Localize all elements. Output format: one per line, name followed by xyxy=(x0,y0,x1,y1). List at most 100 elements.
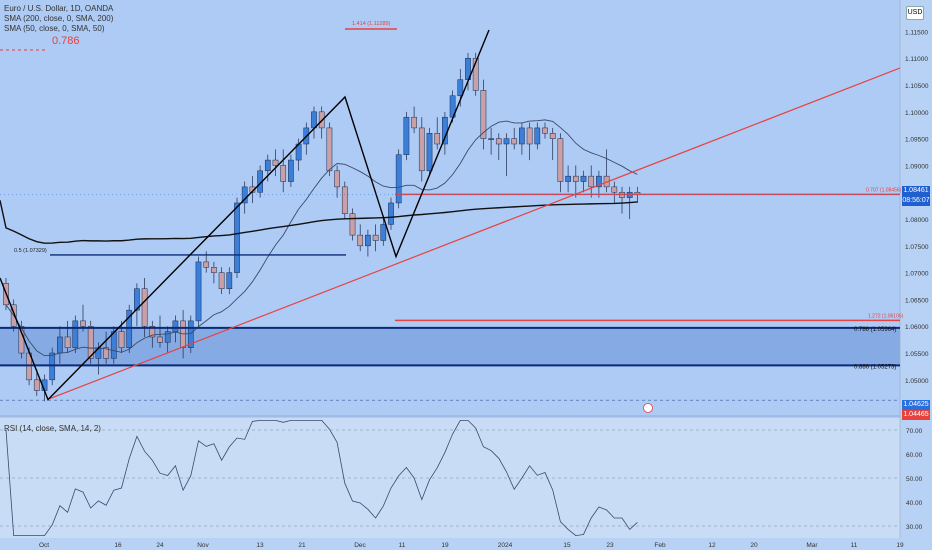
candle-body xyxy=(203,261,210,268)
candle-body xyxy=(311,111,317,129)
rsi-tick-label: 60.00 xyxy=(906,452,923,459)
candle-body xyxy=(280,165,287,182)
last-price-tag: 1.08461 xyxy=(902,186,930,196)
candle-body xyxy=(164,331,171,343)
candle-body xyxy=(526,127,533,145)
price-tick-label: 1.11000 xyxy=(905,56,928,63)
legend-fib-value: 0.786 xyxy=(52,35,80,47)
chart-legend: Euro / U.S. Dollar, 1D, OANDA SMA (200, … xyxy=(4,4,114,47)
candle-body xyxy=(195,261,202,322)
candle-body xyxy=(542,127,548,134)
candle-body xyxy=(126,309,133,348)
legend-sma50: SMA (50, close, 0, SMA, 50) xyxy=(4,24,105,33)
candle-body xyxy=(118,331,125,348)
time-axis-strip xyxy=(0,538,932,550)
x-tick-label: 23 xyxy=(606,542,614,549)
candle-body xyxy=(33,379,40,391)
candle-body xyxy=(187,320,194,348)
candle-body xyxy=(218,272,225,289)
x-tick-label: 11 xyxy=(851,542,858,549)
candle-body xyxy=(64,336,71,348)
candle-body xyxy=(472,57,479,91)
candle-body xyxy=(572,175,579,182)
rsi-tick-label: 50.00 xyxy=(906,476,923,483)
rsi-tick-label: 70.00 xyxy=(906,428,923,435)
candle-body xyxy=(596,175,602,188)
price-tick-label: 1.11500 xyxy=(905,29,928,36)
candle-body xyxy=(341,186,348,214)
candle-body xyxy=(226,272,233,289)
candle-body xyxy=(272,159,279,166)
legend-symbol: Euro / U.S. Dollar, 1D, OANDA xyxy=(4,4,114,13)
candle-body xyxy=(418,127,425,172)
x-tick-label: 13 xyxy=(256,542,264,549)
x-tick-label: 20 xyxy=(750,542,758,549)
price-axis-strip xyxy=(900,0,932,550)
fib-label-low: 1.272 (1.06106) xyxy=(868,313,904,319)
candle-body xyxy=(534,127,541,145)
candle-body xyxy=(264,159,271,172)
candle-body xyxy=(49,352,56,381)
x-tick-label: 11 xyxy=(399,542,406,549)
price-tick-label: 1.09500 xyxy=(905,137,929,144)
price-tick-label: 1.10000 xyxy=(905,110,929,117)
sma200-line xyxy=(0,200,638,244)
candle-body xyxy=(110,331,117,359)
event-flash-icon xyxy=(643,403,653,413)
candle-body xyxy=(80,320,86,327)
x-tick-label: 16 xyxy=(114,542,122,549)
x-tick-label: Mar xyxy=(806,542,818,549)
candle-body xyxy=(72,320,79,348)
legend-sma200: SMA (200, close, 0, SMA, 200) xyxy=(4,14,114,23)
candle-body xyxy=(495,138,502,145)
candle-body xyxy=(457,79,464,97)
fib-label-top: 1.414 (1.11289) xyxy=(352,21,391,27)
price-tick-label: 1.08000 xyxy=(905,217,929,224)
candle-body xyxy=(580,175,587,182)
candle-body xyxy=(611,186,618,193)
candle-body xyxy=(380,224,387,241)
price-tick-label: 1.05000 xyxy=(905,378,929,385)
x-tick-label: Dec xyxy=(354,542,366,549)
rsi-tick-label: 40.00 xyxy=(906,500,923,507)
rsi-tick-label: 30.00 xyxy=(906,524,923,531)
candle-body xyxy=(57,336,63,354)
price-tick-label: 1.09000 xyxy=(905,163,929,170)
zone-label-top: 0.786 (1.05964) xyxy=(854,327,896,333)
x-tick-label: 19 xyxy=(441,542,449,549)
candle-body xyxy=(442,116,448,145)
candle-body xyxy=(395,154,402,204)
level1-tag: 1.04625 xyxy=(902,400,930,410)
price-tick-label: 1.10500 xyxy=(905,83,929,90)
candle-body xyxy=(172,320,179,332)
candle-body xyxy=(288,159,294,182)
candle-body xyxy=(557,138,564,182)
candle-body xyxy=(388,202,394,225)
currency-button[interactable]: USD xyxy=(906,6,924,20)
candle-body xyxy=(565,175,571,182)
price-tick-label: 1.07500 xyxy=(905,244,929,251)
level2-tag: 1.04465 xyxy=(902,410,930,420)
price-tick-label: 1.06000 xyxy=(905,324,929,331)
fib-label-mid: 0.5 (1.07329) xyxy=(14,248,47,254)
x-tick-label: Feb xyxy=(654,542,666,549)
candle-body xyxy=(103,347,109,359)
candle-body xyxy=(349,213,356,236)
rsi-legend: RSI (14, close, SMA, 14, 2) xyxy=(4,424,101,433)
candle-body xyxy=(357,234,364,247)
trendline xyxy=(49,67,901,400)
candle-body xyxy=(434,133,441,145)
x-tick-label: 24 xyxy=(156,542,164,549)
candle-body xyxy=(519,127,525,145)
candle-body xyxy=(480,90,487,139)
rsi-line xyxy=(5,420,638,537)
candle-body xyxy=(87,325,94,359)
x-tick-label: 21 xyxy=(298,542,306,549)
price-tick-label: 1.06500 xyxy=(905,297,929,304)
candle-body xyxy=(157,336,163,343)
candle-body xyxy=(503,138,510,145)
candle-body xyxy=(426,133,433,172)
candle-body xyxy=(149,325,156,338)
